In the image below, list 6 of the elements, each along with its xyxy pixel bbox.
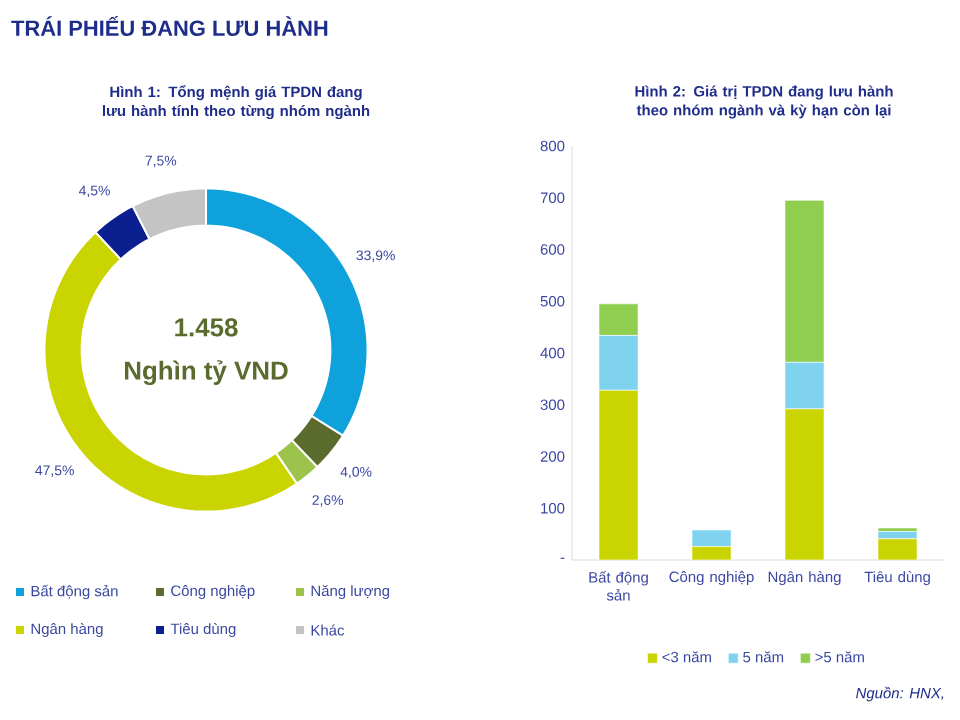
bar [784, 408, 825, 560]
bar [691, 529, 732, 547]
text: 1.458 [175, 318, 238, 337]
text: TRÁI PHIẾU ĐANG LƯU HÀNH [11, 16, 328, 36]
text: Nghìn tỷ VND [124, 360, 288, 386]
bar [598, 389, 639, 560]
